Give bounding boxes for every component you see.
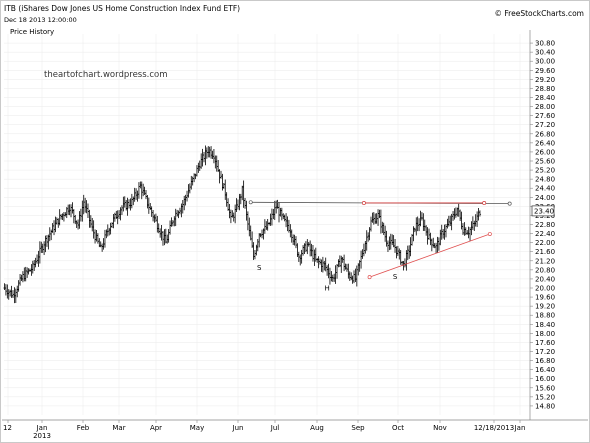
- y-tick-label: 20.80: [535, 266, 555, 274]
- pattern-annotation: S: [257, 264, 262, 272]
- y-tick-label: 14.80: [535, 402, 555, 410]
- x-tick-label: Jan: [36, 424, 48, 432]
- y-tick-label: 20.00: [535, 285, 555, 293]
- chart-date: Dec 18 2013 12:00:00: [4, 16, 77, 24]
- last-price-label: 23.40: [534, 207, 554, 215]
- y-tick-label: 30.80: [535, 40, 555, 48]
- y-tick-label: 25.20: [535, 167, 555, 175]
- x-tick-label: Jul: [270, 424, 280, 432]
- y-tick-label: 15.60: [535, 384, 555, 392]
- y-tick-label: 27.20: [535, 121, 555, 129]
- y-tick-label: 29.60: [535, 67, 555, 75]
- y-tick-label: 22.40: [535, 230, 555, 238]
- y-tick-label: 16.00: [535, 375, 555, 383]
- x-tick-label: Jun: [232, 424, 244, 432]
- y-tick-label: 17.20: [535, 348, 555, 356]
- pattern-annotation: S: [393, 273, 398, 281]
- y-tick-label: 22.00: [535, 239, 555, 247]
- last-price-box: [531, 205, 555, 217]
- watermark: theartofchart.wordpress.com: [44, 70, 168, 80]
- y-tick-label: 29.20: [535, 76, 555, 84]
- y-tick-label: 25.60: [535, 158, 555, 166]
- chart-title: ITB (iShares Dow Jones US Home Construct…: [4, 4, 241, 13]
- y-tick-label: 27.60: [535, 112, 555, 120]
- y-tick-label: 24.40: [535, 185, 555, 193]
- x-tick-label: Aug: [310, 424, 324, 432]
- y-tick-label: 19.60: [535, 294, 555, 302]
- y-tick-label: 16.40: [535, 366, 555, 374]
- y-tick-label: 15.20: [535, 393, 555, 401]
- y-tick-label: 28.80: [535, 85, 555, 93]
- y-tick-label: 28.40: [535, 94, 555, 102]
- pane-label: Price History: [10, 28, 55, 36]
- x-tick-label: May: [190, 424, 204, 432]
- trendline-handle[interactable]: [367, 275, 372, 280]
- y-tick-label: 24.00: [535, 194, 555, 202]
- y-tick-label: 22.80: [535, 221, 555, 229]
- y-tick-label: 30.40: [535, 49, 555, 57]
- y-tick-label: 20.40: [535, 275, 555, 283]
- source-credit[interactable]: © FreeStockCharts.com: [494, 9, 584, 18]
- trendline-handle[interactable]: [248, 200, 253, 205]
- y-tick-label: 26.80: [535, 130, 555, 138]
- x-tick-label: 12/18/2013: [474, 424, 514, 432]
- y-tick-label: 24.80: [535, 176, 555, 184]
- y-tick-label: 21.20: [535, 257, 555, 265]
- trendline-handle[interactable]: [482, 201, 487, 205]
- y-tick-label: 18.40: [535, 321, 555, 329]
- trendline-handle[interactable]: [487, 232, 492, 236]
- trendline-handle[interactable]: [361, 201, 366, 205]
- x-tick-label: Apr: [150, 424, 162, 432]
- x-tick-label: Sep: [351, 424, 365, 432]
- x-tick-label: Mar: [112, 424, 125, 432]
- x-year-label: 2013: [33, 432, 51, 440]
- y-tick-label: 26.00: [535, 148, 555, 156]
- x-tick-label: Jan: [514, 424, 526, 432]
- x-tick-label: Feb: [77, 424, 90, 432]
- y-tick-label: 26.40: [535, 139, 555, 147]
- y-tick-label: 16.80: [535, 357, 555, 365]
- y-tick-label: 18.80: [535, 312, 555, 320]
- y-tick-label: 18.00: [535, 330, 555, 338]
- x-tick-label: Nov: [433, 424, 447, 432]
- x-tick-label: Oct: [392, 424, 404, 432]
- channel-bottom-trendline[interactable]: [369, 233, 490, 278]
- trendline-handle[interactable]: [507, 201, 512, 206]
- y-tick-label: 19.20: [535, 303, 555, 311]
- pattern-annotation: H: [324, 284, 329, 292]
- x-tick-label: 12: [3, 424, 12, 432]
- y-tick-label: 21.60: [535, 248, 555, 256]
- y-tick-label: 30.00: [535, 58, 555, 66]
- y-tick-label: 28.00: [535, 103, 555, 111]
- y-tick-label: 17.60: [535, 339, 555, 347]
